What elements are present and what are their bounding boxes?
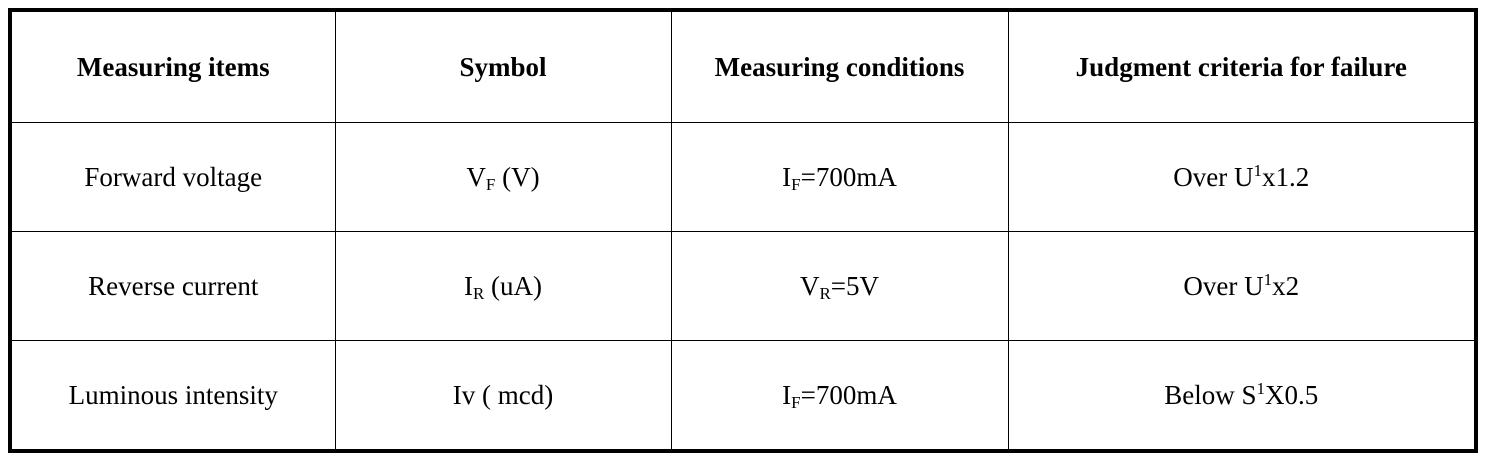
header-text: Symbol bbox=[459, 51, 547, 82]
cell-text: Reverse current bbox=[88, 270, 259, 301]
table-body: Forward voltage VF (V) IF=700mA Over U1x1.2… bbox=[9, 122, 1477, 452]
cell-text: I bbox=[782, 379, 792, 410]
cell-text: Iv ( mcd) bbox=[452, 379, 554, 410]
header-text: Measuring conditions bbox=[714, 51, 965, 82]
table-cell: Luminous intensity bbox=[9, 340, 336, 452]
cell-text: Over U bbox=[1173, 161, 1254, 192]
cell-text: x1.2 bbox=[1261, 161, 1310, 192]
subscript: F bbox=[485, 174, 496, 194]
cell-text: x2 bbox=[1272, 270, 1300, 301]
criteria-table: Measuring items Symbol Measuring condition… bbox=[8, 8, 1478, 453]
table-cell: Forward voltage bbox=[9, 122, 336, 232]
table-row: Forward voltage VF (V) IF=700mA Over U1x1.2 bbox=[9, 122, 1477, 232]
table-cell: Iv ( mcd) bbox=[334, 340, 672, 452]
table-cell: VF (V) bbox=[334, 122, 672, 232]
cell-text: =5V bbox=[830, 270, 880, 301]
table-header: Measuring items Symbol Measuring condition… bbox=[9, 9, 1477, 123]
table-cell: Over U1x1.2 bbox=[1007, 122, 1477, 232]
cell-text: =700mA bbox=[800, 161, 897, 192]
header-row: Measuring items Symbol Measuring condition… bbox=[9, 9, 1477, 123]
cell-text: I bbox=[782, 161, 792, 192]
cell-text: V bbox=[466, 161, 486, 192]
cell-text: V bbox=[799, 270, 820, 301]
superscript: 1 bbox=[1263, 269, 1273, 289]
cell-text: Below S bbox=[1164, 379, 1257, 410]
header-cell: Judgment criteria for failure bbox=[1007, 9, 1477, 123]
subscript: F bbox=[791, 392, 801, 412]
cell-text: Forward voltage bbox=[84, 161, 263, 192]
header-text: Measuring items bbox=[76, 51, 270, 82]
table-row: Reverse current IR (uA) VR=5V Over U1x2 bbox=[9, 231, 1477, 341]
table-cell: IF=700mA bbox=[670, 122, 1009, 232]
header-cell: Measuring conditions bbox=[670, 9, 1009, 123]
table-cell: VR=5V bbox=[670, 231, 1009, 341]
superscript: 1 bbox=[1253, 160, 1262, 180]
cell-text: X0.5 bbox=[1265, 379, 1319, 410]
superscript: 1 bbox=[1256, 378, 1266, 398]
table-cell: IR (uA) bbox=[334, 231, 672, 341]
cell-text: I bbox=[463, 270, 473, 301]
subscript: R bbox=[819, 283, 831, 303]
cell-text: (V) bbox=[495, 161, 540, 192]
cell-text: Luminous intensity bbox=[68, 379, 278, 410]
header-cell: Measuring items bbox=[9, 9, 336, 123]
header-cell: Symbol bbox=[334, 9, 672, 123]
table-cell: Reverse current bbox=[9, 231, 336, 341]
subscript: F bbox=[791, 174, 801, 194]
subscript: R bbox=[472, 283, 485, 303]
table-cell: IF=700mA bbox=[670, 340, 1009, 452]
cell-text: Over U bbox=[1183, 270, 1264, 301]
table-cell: Over U1x2 bbox=[1007, 231, 1477, 341]
cell-text: (uA) bbox=[484, 270, 543, 301]
header-text: Judgment criteria for failure bbox=[1075, 51, 1407, 82]
cell-text: =700mA bbox=[800, 379, 897, 410]
table-row: Luminous intensity Iv ( mcd) IF=700mA Below… bbox=[9, 340, 1477, 452]
table-cell: Below S1X0.5 bbox=[1007, 340, 1477, 452]
